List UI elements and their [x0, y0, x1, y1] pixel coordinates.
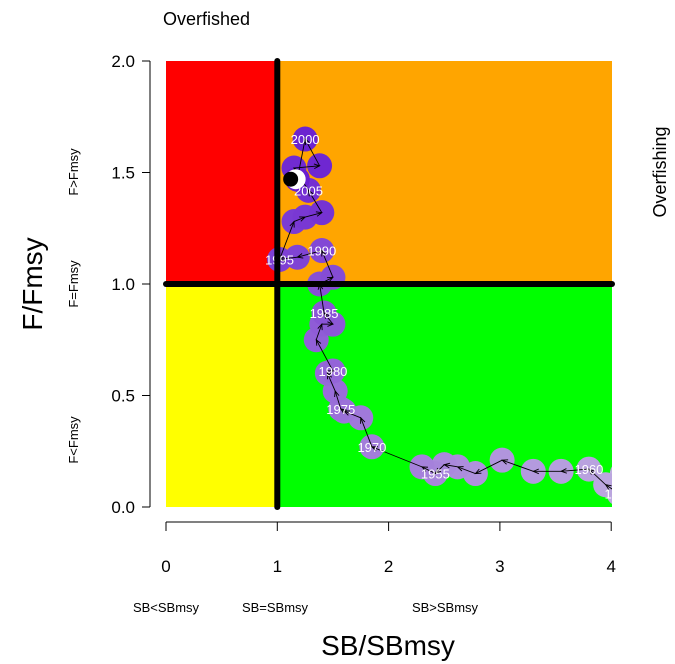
trajectory-segment [457, 466, 476, 474]
annotation-f-equal: F=Fmsy [66, 260, 81, 308]
annotation-f-above: F>Fmsy [66, 148, 81, 196]
trajectory-segment [315, 339, 334, 372]
trajectory-segment [293, 216, 306, 222]
trajectory-segment [501, 459, 534, 472]
annotation-overfished: Overfished [163, 9, 250, 29]
trajectory-segment [297, 250, 322, 258]
trajectory-segment [321, 250, 334, 278]
trajectory-segment [279, 256, 298, 260]
quadrant-overfished-sustainable [166, 284, 278, 507]
year-label: 1985 [310, 306, 339, 321]
y-tick-label: 0.5 [111, 387, 135, 406]
year-label: 1960 [574, 462, 603, 477]
trajectory-segment [588, 468, 606, 486]
trajectory-arrowhead [618, 488, 623, 494]
trajectory-segment [619, 474, 622, 494]
trajectory-point [593, 472, 612, 498]
trajectory-path [278, 138, 623, 494]
x-tick-label: 4 [606, 557, 615, 576]
trajectory-segment [293, 165, 320, 169]
quadrant-overfished-overfishing [166, 61, 278, 284]
y-tick-label: 0.0 [111, 498, 135, 517]
year-label: 1970 [357, 440, 386, 455]
annotation-sb-above: SB>SBmsy [412, 600, 479, 615]
y-tick-label: 2.0 [111, 52, 135, 71]
x-tick-label: 0 [161, 557, 170, 576]
current-status-marker [283, 169, 306, 190]
year-label: 1955 [421, 467, 450, 482]
trajectory-segment [326, 373, 336, 392]
x-tick-label: 1 [273, 557, 282, 576]
trajectory-segment [371, 446, 423, 468]
trajectory-segment [561, 468, 589, 472]
annotation-overfishing: Overfishing [650, 126, 670, 217]
year-label: 2000 [291, 132, 320, 147]
trajectory-segment [319, 283, 325, 314]
year-label: 1965 [605, 487, 634, 502]
trajectory-segment [343, 410, 361, 419]
trajectory-segment [605, 484, 612, 490]
year-label: 1975 [326, 402, 355, 417]
x-axis-title: SB/SBmsy [321, 630, 455, 661]
trajectory-point [609, 466, 612, 481]
trajectory-segment [305, 212, 322, 218]
trajectory-segment [279, 221, 295, 260]
trajectory-segment [435, 464, 445, 474]
year-labels: 1965196019551970197519801985199019952005… [265, 132, 634, 502]
y-axis-title: F/Fmsy [17, 237, 48, 330]
y-tick-label: 1.5 [111, 164, 135, 183]
year-label: 1990 [307, 244, 336, 259]
x-tick-label: 2 [384, 557, 393, 576]
x-axis: 0 1 2 3 4 [161, 521, 616, 576]
current-status-point [283, 171, 299, 187]
y-tick-label: 1.0 [111, 275, 135, 294]
trajectory-segment [308, 190, 323, 213]
annotation-f-below: F<Fmsy [66, 416, 81, 464]
annotation-sb-equal: SB=SBmsy [242, 600, 309, 615]
annotation-sb-below: SB<SBmsy [133, 600, 200, 615]
trajectory-segment [304, 138, 320, 167]
trajectory-segment [334, 390, 342, 410]
trajectory-segment [323, 312, 334, 325]
trajectory-segment [315, 323, 323, 340]
y-axis: 0.0 0.5 1.0 1.5 2.0 [111, 52, 151, 517]
trajectory-segment [444, 464, 458, 468]
trajectory-segment [360, 417, 373, 447]
x-tick-label: 3 [495, 557, 504, 576]
trajectory-segment [475, 459, 503, 474]
trajectory-segment [421, 466, 436, 474]
year-label: 1980 [318, 364, 347, 379]
